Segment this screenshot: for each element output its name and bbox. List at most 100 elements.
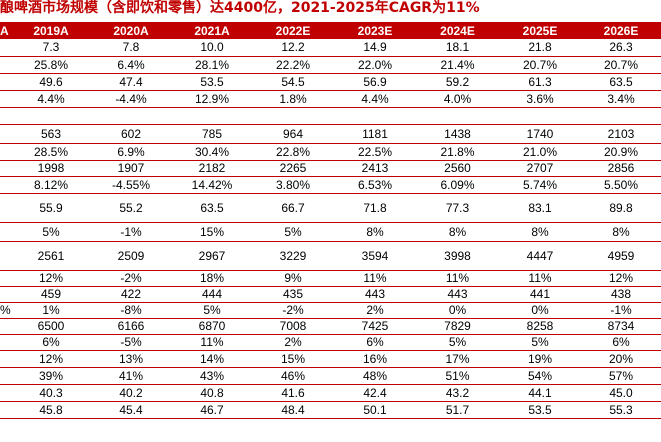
table-cell: 12.2 bbox=[252, 39, 334, 57]
table-cell: 25.8% bbox=[12, 56, 90, 74]
table-cell: 11% bbox=[334, 270, 416, 287]
table-title: 酿啤酒市场规模（含即饮和零售）达4400亿，2021-2025年CAGR为11% bbox=[0, 0, 480, 16]
table-cell: 5% bbox=[172, 302, 252, 319]
table-cell: 41.6 bbox=[252, 384, 334, 402]
table-cell: 0% bbox=[416, 302, 499, 319]
table-cell: 54% bbox=[499, 367, 581, 385]
table-cell: 1.8% bbox=[252, 90, 334, 108]
table-cell: 59.2 bbox=[416, 73, 499, 91]
table-cell bbox=[252, 107, 334, 125]
table-cell: 563 bbox=[12, 124, 90, 144]
column-header: 2021A bbox=[172, 22, 252, 39]
table-cell: 21.8 bbox=[499, 39, 581, 57]
row-label bbox=[0, 176, 12, 194]
table-cell: 48.4 bbox=[252, 401, 334, 419]
table-cell: 441 bbox=[499, 286, 581, 303]
row-label: 4 bbox=[0, 160, 12, 177]
table-cell: 7.8 bbox=[90, 39, 172, 57]
table-row: 5% -1% 15% 5% 8% 8% 8% 8% bbox=[0, 222, 661, 242]
table-cell: 20% bbox=[581, 350, 661, 368]
table-cell: 12.9% bbox=[172, 90, 252, 108]
table-cell: 54.5 bbox=[252, 73, 334, 91]
table-cell: 435 bbox=[252, 286, 334, 303]
table-cell: 20.7% bbox=[499, 56, 581, 74]
table-cell: 49.6 bbox=[12, 73, 90, 91]
column-header: 2020A bbox=[90, 22, 172, 39]
table-cell: 30.4% bbox=[172, 143, 252, 161]
table-cell: 26.3 bbox=[581, 39, 661, 57]
table-cell: 17% bbox=[416, 350, 499, 368]
table-cell: 14.9 bbox=[334, 39, 416, 57]
table-cell: 55.2 bbox=[90, 193, 172, 223]
table-cell: 2856 bbox=[581, 160, 661, 177]
table-cell: 1740 bbox=[499, 124, 581, 144]
row-label bbox=[0, 143, 12, 161]
table-cell: 83.1 bbox=[499, 193, 581, 223]
table-cell: 5% bbox=[499, 334, 581, 351]
row-label: 5 bbox=[0, 241, 12, 271]
table-row: 8.12% -4.55% 14.42% 3.80% 6.53% 6.09% 5.74% 5.5… bbox=[0, 176, 661, 194]
table-cell: 5.74% bbox=[499, 176, 581, 194]
table-cell: 6% bbox=[12, 334, 90, 351]
table-cell: 63.5 bbox=[581, 73, 661, 91]
table-cell: 6500 bbox=[12, 318, 90, 335]
table-cell: 20.7% bbox=[581, 56, 661, 74]
column-header: 2026E bbox=[581, 22, 661, 39]
table-row: 563 602 785 964 1181 1438 1740 2103 bbox=[0, 124, 661, 144]
table-cell: 47.4 bbox=[90, 73, 172, 91]
table-cell: 21.4% bbox=[416, 56, 499, 74]
table-row: 6% -5% 11% 2% 6% 5% 5% 6% bbox=[0, 334, 661, 351]
table-cell: 6.9% bbox=[90, 143, 172, 161]
table-cell: 3.80% bbox=[252, 176, 334, 194]
table-cell: 15% bbox=[172, 222, 252, 242]
table-cell: 4.0% bbox=[416, 90, 499, 108]
row-label bbox=[0, 384, 12, 402]
table-row: 39% 41% 43% 46% 48% 51% 54% 57% bbox=[0, 367, 661, 385]
table-cell: 7008 bbox=[252, 318, 334, 335]
table-cell: 63.5 bbox=[172, 193, 252, 223]
row-label bbox=[0, 401, 12, 419]
table-cell: 2182 bbox=[172, 160, 252, 177]
table-cell: 785 bbox=[172, 124, 252, 144]
table-cell: 66.7 bbox=[252, 193, 334, 223]
table-cell: 45.0 bbox=[581, 384, 661, 402]
row-label bbox=[0, 270, 12, 287]
table-cell: 43% bbox=[172, 367, 252, 385]
table-cell: 1181 bbox=[334, 124, 416, 144]
table-cell: 964 bbox=[252, 124, 334, 144]
table-row: 12% 13% 14% 15% 16% 17% 19% 20% bbox=[0, 350, 661, 368]
table-row: 55.9 55.2 63.5 66.7 71.8 77.3 83.1 89.8 bbox=[0, 193, 661, 223]
table-cell: 15% bbox=[252, 350, 334, 368]
table-cell: 2265 bbox=[252, 160, 334, 177]
table-cell: 0% bbox=[499, 302, 581, 319]
table-cell: 42.4 bbox=[334, 384, 416, 402]
table-cell: 28.1% bbox=[172, 56, 252, 74]
table-cell: 1438 bbox=[416, 124, 499, 144]
table-cell: 6% bbox=[581, 334, 661, 351]
row-label bbox=[0, 350, 12, 368]
row-label bbox=[0, 90, 12, 108]
table-cell: 55.9 bbox=[12, 193, 90, 223]
table-cell: 2560 bbox=[416, 160, 499, 177]
table-cell: 6.09% bbox=[416, 176, 499, 194]
table-cell: 40.8 bbox=[172, 384, 252, 402]
table-cell: 6.4% bbox=[90, 56, 172, 74]
table-cell bbox=[12, 107, 90, 125]
table-cell: 22.5% bbox=[334, 143, 416, 161]
table-cell bbox=[416, 107, 499, 125]
table-cell: 4959 bbox=[581, 241, 661, 271]
table-cell: 3.4% bbox=[581, 90, 661, 108]
column-header: 2025E bbox=[499, 22, 581, 39]
table-cell: 51.7 bbox=[416, 401, 499, 419]
table-cell: 11% bbox=[172, 334, 252, 351]
table-cell: 41% bbox=[90, 367, 172, 385]
table-cell: -1% bbox=[90, 222, 172, 242]
table-row: 28.5% 6.9% 30.4% 22.8% 22.5% 21.8% 21.0% 20.9% bbox=[0, 143, 661, 161]
table-cell: 16% bbox=[334, 350, 416, 368]
table-cell: 21.0% bbox=[499, 143, 581, 161]
table-cell: 14% bbox=[172, 350, 252, 368]
column-header: 2019A bbox=[12, 22, 90, 39]
table-cell: 44.1 bbox=[499, 384, 581, 402]
table-row: 45.8 45.4 46.7 48.4 50.1 51.7 53.5 55.3 bbox=[0, 401, 661, 419]
row-label bbox=[0, 334, 12, 351]
